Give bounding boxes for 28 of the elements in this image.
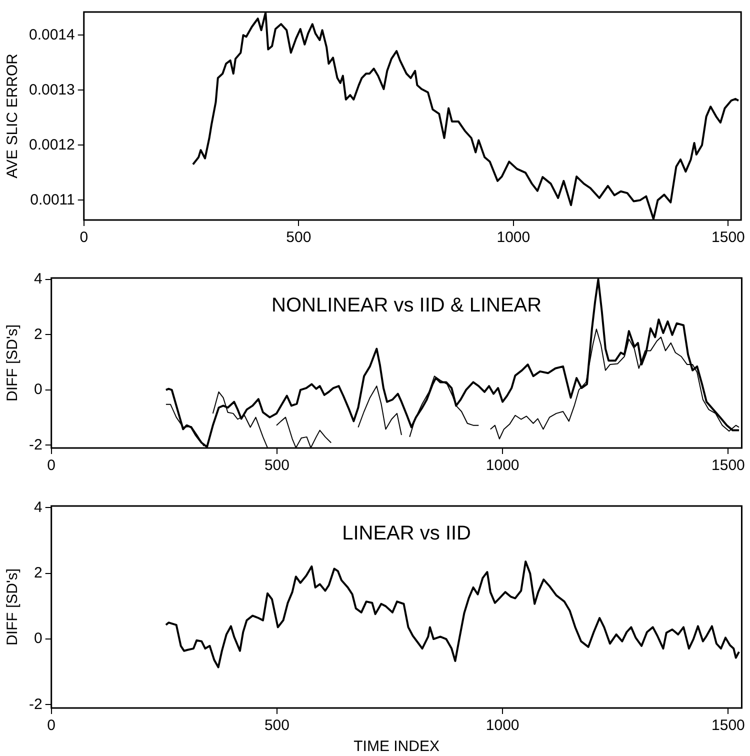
y-tick-label: 2 (34, 564, 42, 582)
y-tick-label: 0.0014 (28, 26, 75, 44)
y-tick-label: 0 (34, 630, 42, 648)
y-axis-title: DIFF [SD's] (4, 568, 22, 646)
y-axis-title: AVE SLIC ERROR (4, 53, 22, 178)
y-tick-label: 0.0012 (28, 136, 75, 154)
y-tick-label: 2 (34, 326, 42, 343)
y-tick-label: 0.0011 (30, 191, 75, 208)
x-tick-label: 1000 (486, 457, 520, 474)
x-tick-label: 1500 (712, 457, 745, 474)
x-tick-label: 500 (264, 457, 290, 474)
text: LINEAR vs IID (342, 522, 471, 545)
x-tick-label: 500 (286, 229, 312, 246)
x-axis-title: TIME INDEX (354, 738, 440, 756)
x-tick-label: 0 (80, 229, 88, 246)
x-tick-label: 1000 (496, 229, 530, 246)
x-tick-label: 1500 (712, 229, 745, 246)
text: NONLINEAR vs IID & LINEAR (272, 294, 542, 317)
y-tick-label: 4 (34, 498, 42, 516)
x-tick-label: 1000 (486, 717, 520, 734)
x-tick-label: 500 (264, 717, 290, 734)
y-tick-label: -2 (28, 696, 42, 713)
x-tick-label: 1500 (712, 717, 745, 734)
y-tick-label: 0.0013 (28, 81, 75, 98)
y-axis-title: DIFF [SD's] (4, 324, 22, 402)
y-tick-label: 4 (34, 270, 42, 288)
y-tick-label: -2 (28, 436, 42, 454)
y-tick-label: 0 (34, 381, 42, 398)
